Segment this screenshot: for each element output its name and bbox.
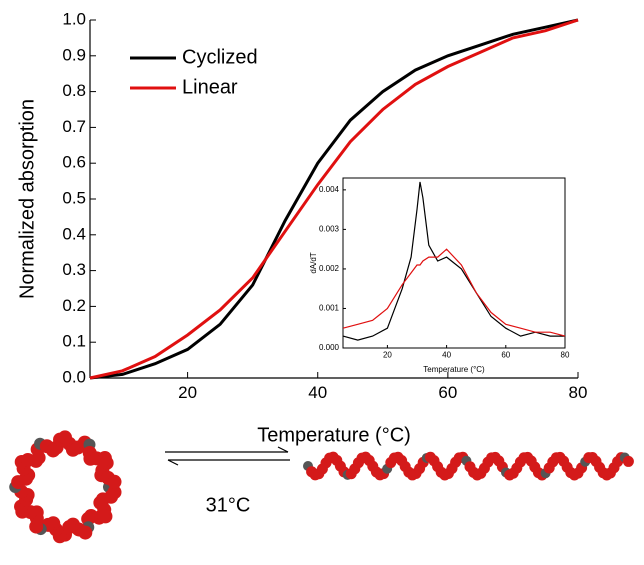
x-tick-label: 60: [501, 350, 510, 359]
y-axis-label: Normalized absorption: [16, 99, 38, 299]
x-tick-label: 20: [383, 350, 392, 359]
transition-label: 31°C: [206, 494, 251, 516]
x-tick-label: 80: [561, 350, 570, 359]
arrow-head: [167, 459, 179, 466]
helix-bead: [622, 455, 634, 467]
y-tick-label: 0.4: [62, 224, 86, 243]
x-tick-label: 40: [442, 350, 451, 359]
y-tick-label: 1.0: [62, 9, 86, 28]
y-tick-label: 0.004: [319, 185, 340, 194]
y-tick-label: 0.7: [62, 117, 86, 136]
x-axis-label: Temperature (°C): [257, 424, 411, 446]
helix-bead: [107, 474, 122, 489]
legend-label: Cyclized: [182, 46, 258, 68]
y-tick-label: 0.9: [62, 45, 86, 64]
x-tick-label: 80: [569, 383, 588, 402]
y-tick-label: 0.5: [62, 188, 86, 207]
y-tick-label: 0.000: [319, 343, 340, 352]
y-tick-label: 0.2: [62, 296, 86, 315]
chart-layer: 0.0 0.1 0.2 0.3 0.4 0.5 0.6 0.7 0.8 0.9 1.0 20 40 60 8…: [16, 9, 587, 446]
x-tick-label: 60: [438, 383, 457, 402]
y-tick-label: 0.001: [319, 304, 340, 313]
x-axis-label: Temperature (°C): [423, 365, 485, 374]
data-line: [89, 18, 579, 380]
y-tick-label: 0.003: [319, 225, 340, 234]
legend-label: Linear: [182, 76, 238, 98]
x-tick-label: 20: [178, 383, 197, 402]
y-tick-label: 0.0: [62, 367, 86, 386]
y-tick-label: 0.1: [62, 332, 86, 351]
data-line: [89, 18, 579, 380]
y-tick-label: 0.002: [319, 264, 340, 273]
data-line: [342, 181, 565, 341]
arrow-head: [277, 446, 289, 453]
x-tick-label: 40: [308, 383, 327, 402]
y-tick-label: 0.3: [62, 260, 86, 279]
y-tick-label: 0.8: [62, 81, 86, 100]
diagram: 31°C: [9, 430, 634, 544]
y-axis-label: dA/dT: [309, 252, 318, 273]
y-tick-label: 0.6: [62, 153, 86, 172]
data-line: [342, 248, 566, 337]
